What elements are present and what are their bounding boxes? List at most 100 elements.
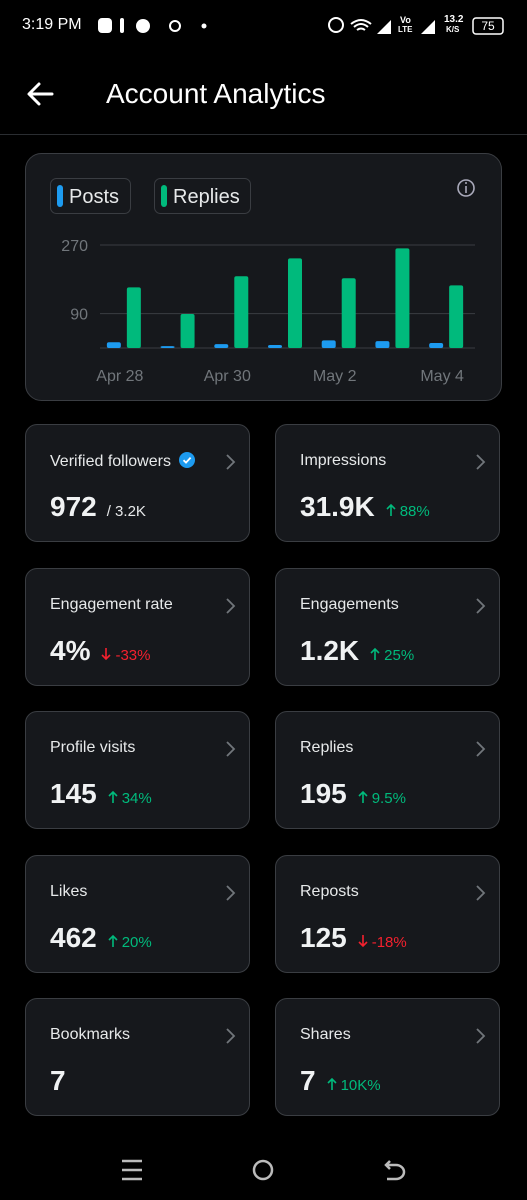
card-label-text: Engagements (300, 596, 399, 613)
card-label: Likes (50, 883, 87, 901)
bar (429, 343, 444, 348)
chevron (476, 1028, 486, 1044)
nav-home[interactable] (252, 1159, 274, 1181)
x-tick-label: Apr 30 (204, 368, 251, 385)
change-arrow (327, 1077, 337, 1090)
card-change-text: 25% (384, 647, 415, 664)
card-label: Bookmarks (50, 1026, 130, 1044)
card-label: Profile visits (50, 739, 135, 757)
metric-card[interactable]: Engagement rate 4% -33% (25, 568, 250, 686)
card-change-text: -18% (371, 934, 407, 951)
chevron (476, 741, 486, 757)
bar (214, 344, 229, 348)
card-label: Engagements (300, 596, 399, 614)
card-label-text: Reposts (300, 883, 359, 900)
card-change-text: 9.5% (371, 790, 406, 807)
bar (449, 285, 464, 348)
change-arrow (386, 503, 396, 516)
metric-card[interactable]: Verified followers 972 / 3.2K (25, 424, 250, 542)
bar (180, 314, 195, 348)
chart-card (25, 153, 502, 401)
card-change: -33% (100, 647, 151, 664)
change-arrow (108, 790, 118, 803)
metric-card[interactable]: Likes 462 20% (25, 855, 250, 973)
card-label: Impressions (300, 452, 386, 470)
x-tick-label: May 2 (313, 368, 357, 385)
bar (375, 341, 390, 348)
x-tick-label: Apr 28 (96, 368, 143, 385)
metric-card[interactable]: Profile visits 145 34% (25, 711, 250, 829)
bar (321, 340, 336, 348)
card-value-text: 7 (300, 1065, 316, 1096)
card-label-text: Shares (300, 1026, 351, 1043)
card-value-text: 195 (300, 778, 347, 809)
card-change-text: 34% (121, 790, 152, 807)
metric-card[interactable]: Impressions 31.9K 88% (275, 424, 500, 542)
page-title: Account Analytics (106, 78, 326, 109)
divider (0, 134, 527, 135)
info-icon[interactable] (457, 179, 475, 197)
bar (288, 258, 302, 348)
card-value: 145 34% (50, 778, 152, 810)
legend-swatch (57, 185, 63, 207)
metric-card[interactable]: Shares 7 10K% (275, 998, 500, 1116)
speed: 13.2 (444, 14, 464, 25)
card-value-text: 972 (50, 491, 97, 522)
legend-item[interactable] (154, 178, 251, 214)
bar (160, 346, 175, 348)
card-value: 1.2K 25% (300, 635, 414, 667)
card-value: 31.9K 88% (300, 491, 430, 523)
back-button[interactable] (26, 80, 56, 110)
card-value: 972 / 3.2K (50, 491, 146, 523)
legend-label: Replies (173, 186, 240, 208)
verified-badge (178, 452, 195, 468)
metric-card[interactable]: Engagements 1.2K 25% (275, 568, 500, 686)
y-tick-label: 270 (61, 238, 88, 255)
card-value: 7 10K% (300, 1065, 381, 1097)
legend-label: Posts (69, 186, 119, 208)
card-change: 34% (107, 790, 152, 807)
card-label-text: Verified followers (50, 453, 171, 470)
card-change: 20% (107, 934, 152, 951)
card-change: 9.5% (357, 790, 406, 807)
bar (234, 276, 249, 348)
card-value-text: 462 (50, 922, 97, 953)
status-icons (98, 18, 207, 33)
nav-back[interactable] (384, 1160, 406, 1181)
bar (395, 248, 410, 348)
card-value: 7 (50, 1065, 66, 1097)
network-type: LTE (398, 25, 413, 34)
card-label: Engagement rate (50, 596, 173, 614)
chevron (476, 454, 486, 470)
card-label: Shares (300, 1026, 351, 1044)
card-value: 125 -18% (300, 922, 407, 954)
network-label: Vo (400, 15, 411, 25)
chevron (226, 885, 236, 901)
speed-unit: K/S (446, 25, 460, 34)
card-label-text: Bookmarks (50, 1026, 131, 1043)
change-arrow (101, 648, 112, 661)
card-label-text: Engagement rate (50, 596, 173, 613)
card-value: 195 9.5% (300, 778, 406, 810)
metric-card[interactable]: Reposts 125 -18% (275, 855, 500, 973)
bar (268, 344, 282, 348)
legend-item[interactable] (50, 178, 131, 214)
card-label-text: Profile visits (50, 739, 136, 756)
card-change: 88% (385, 503, 430, 520)
card-change-text: 88% (399, 503, 430, 520)
metric-card[interactable]: Replies 195 9.5% (275, 711, 500, 829)
status-right (328, 17, 504, 35)
battery: 75 (481, 19, 495, 33)
chart: Posts Replies 90 270 Apr 28 Apr 30 May 2 May 4 (25, 153, 502, 401)
card-value-text: 31.9K (300, 491, 375, 522)
chevron (476, 885, 486, 901)
card-label: Verified followers (50, 452, 195, 471)
metric-card[interactable]: Bookmarks 7 (25, 998, 250, 1116)
card-value: 462 20% (50, 922, 152, 954)
card-label-text: Impressions (300, 452, 387, 469)
change-arrow (370, 647, 380, 660)
nav-menu[interactable] (122, 1159, 142, 1181)
card-change: 25% (369, 647, 414, 664)
card-change-text: -33% (115, 647, 151, 664)
nav-bar (122, 1159, 406, 1181)
